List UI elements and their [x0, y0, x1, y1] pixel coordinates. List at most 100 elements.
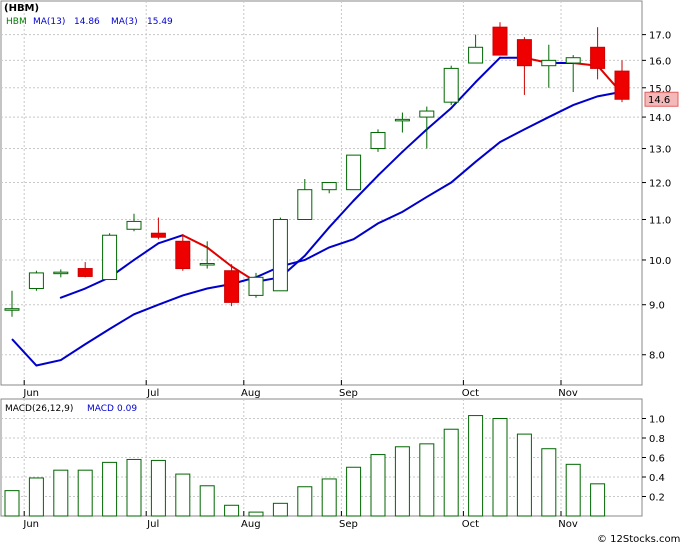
macd-month-label: Aug: [241, 519, 261, 530]
macd-title: MACD(26,12,9): [5, 404, 73, 414]
candle-body: [298, 190, 312, 220]
macd-bar: [542, 449, 556, 516]
legend-hbm: HBM: [6, 17, 27, 27]
price-y-ticks: 17.0 16.0 15.0 14.0 13.0 12.0 11.0 10.0 9.0 8.0: [642, 31, 671, 362]
candle-body: [469, 47, 483, 63]
candle-body: [29, 273, 43, 289]
macd-bar: [249, 512, 263, 516]
candle-body: [249, 277, 263, 295]
price-y-tick-label: 10.0: [649, 256, 671, 267]
legend-macd-label: MACD: [87, 404, 114, 414]
macd-bar: [5, 491, 19, 516]
macd-month-label: Nov: [558, 519, 578, 530]
price-y-tick-label: 13.0: [649, 145, 671, 156]
price-month-labels: Jun Jul Aug Sep Oct Nov: [22, 388, 577, 399]
candle-body: [542, 60, 556, 65]
macd-bar: [78, 470, 92, 516]
candle-body: [273, 219, 287, 290]
macd-bar: [493, 419, 507, 517]
macd-y-tick-label: 0.4: [649, 473, 665, 484]
candle-body: [151, 233, 165, 237]
macd-bar: [151, 460, 165, 516]
candle-body: [176, 241, 190, 268]
candle-body: [591, 47, 605, 68]
macd-bar: [54, 470, 68, 516]
macd-bar: [298, 487, 312, 516]
macd-bar: [29, 478, 43, 516]
candle: [273, 218, 287, 291]
candle-body: [78, 269, 92, 277]
macd-bar: [225, 505, 239, 516]
last-price-marker: 14.6: [645, 92, 678, 106]
price-y-tick-label: 8.0: [649, 351, 665, 362]
macd-bar: [273, 503, 287, 516]
candle: [347, 155, 361, 190]
macd-bar: [566, 464, 580, 516]
macd-y-tick-label: 1.0: [649, 415, 665, 426]
macd-month-label: Jul: [146, 519, 159, 530]
macd-bar: [591, 484, 605, 516]
price-panel: 17.0 16.0 15.0 14.0 13.0 12.0 11.0 10.0 9.0 8.0 J…: [1, 1, 678, 399]
macd-bar: [371, 455, 385, 516]
candle-body: [347, 155, 361, 190]
price-y-tick-label: 11.0: [649, 215, 671, 226]
macd-bar: [176, 474, 190, 516]
legend-ma13-value: 14.86: [74, 17, 100, 27]
candle: [103, 233, 117, 279]
candle: [371, 129, 385, 151]
macd-bar: [322, 479, 336, 516]
price-month-label: Aug: [241, 388, 261, 399]
last-price-label: 14.6: [648, 95, 670, 106]
candle-body: [615, 71, 629, 99]
macd-bar: [200, 486, 214, 516]
legend-ma13-label: MA(13): [33, 17, 65, 27]
candle-body: [200, 263, 214, 265]
macd-bar: [469, 416, 483, 516]
candle-body: [420, 111, 434, 117]
price-y-tick-label: 14.0: [649, 113, 671, 124]
price-y-tick-label: 9.0: [649, 301, 665, 312]
candle: [225, 264, 239, 306]
candle-body: [566, 58, 580, 63]
macd-panel: 1.00.80.60.40.2 Jun Jul Aug Sep Oct Nov MACD(…: [1, 399, 665, 530]
candle: [493, 22, 507, 55]
candle: [444, 66, 458, 105]
candle-body: [54, 272, 68, 274]
candle-body: [395, 119, 409, 121]
candle-body: [322, 183, 336, 190]
macd-month-label: Oct: [462, 519, 479, 530]
macd-bar: [103, 462, 117, 516]
macd-y-tick-label: 0.8: [649, 434, 665, 445]
candle-body: [225, 271, 239, 303]
macd-y-ticks: 1.0 0.8 0.6 0.4 0.2: [642, 415, 665, 504]
macd-bar: [127, 459, 141, 516]
macd-y-tick-label: 0.2: [649, 493, 665, 504]
legend-ma3-value: 15.49: [147, 17, 173, 27]
legend-macd-value: 0.09: [117, 404, 137, 414]
candle-body: [5, 309, 19, 311]
candle-body: [103, 235, 117, 279]
macd-bar: [347, 467, 361, 516]
macd-y-tick-label: 0.6: [649, 454, 665, 465]
price-month-label: Sep: [339, 388, 358, 399]
macd-bar: [395, 447, 409, 516]
macd-bar: [420, 444, 434, 516]
candle-body: [444, 68, 458, 102]
candle-body: [493, 27, 507, 55]
watermark: © 12Stocks.com: [597, 534, 680, 545]
price-y-tick-label: 17.0: [649, 31, 671, 42]
macd-legend: MACD(26,12,9) MACD 0.09: [5, 404, 137, 414]
price-month-label: Jul: [146, 388, 159, 399]
candle: [29, 271, 43, 291]
macd-month-label: Sep: [339, 519, 358, 530]
legend-ma3-label: MA(3): [111, 17, 138, 27]
price-month-label: Oct: [462, 388, 479, 399]
macd-bar: [444, 429, 458, 516]
price-month-label: Nov: [558, 388, 578, 399]
candle-body: [127, 221, 141, 229]
candle-body: [371, 133, 385, 149]
price-y-tick-label: 12.0: [649, 179, 671, 190]
candle-body: [517, 40, 531, 66]
macd-month-labels: Jun Jul Aug Sep Oct Nov: [22, 519, 577, 530]
